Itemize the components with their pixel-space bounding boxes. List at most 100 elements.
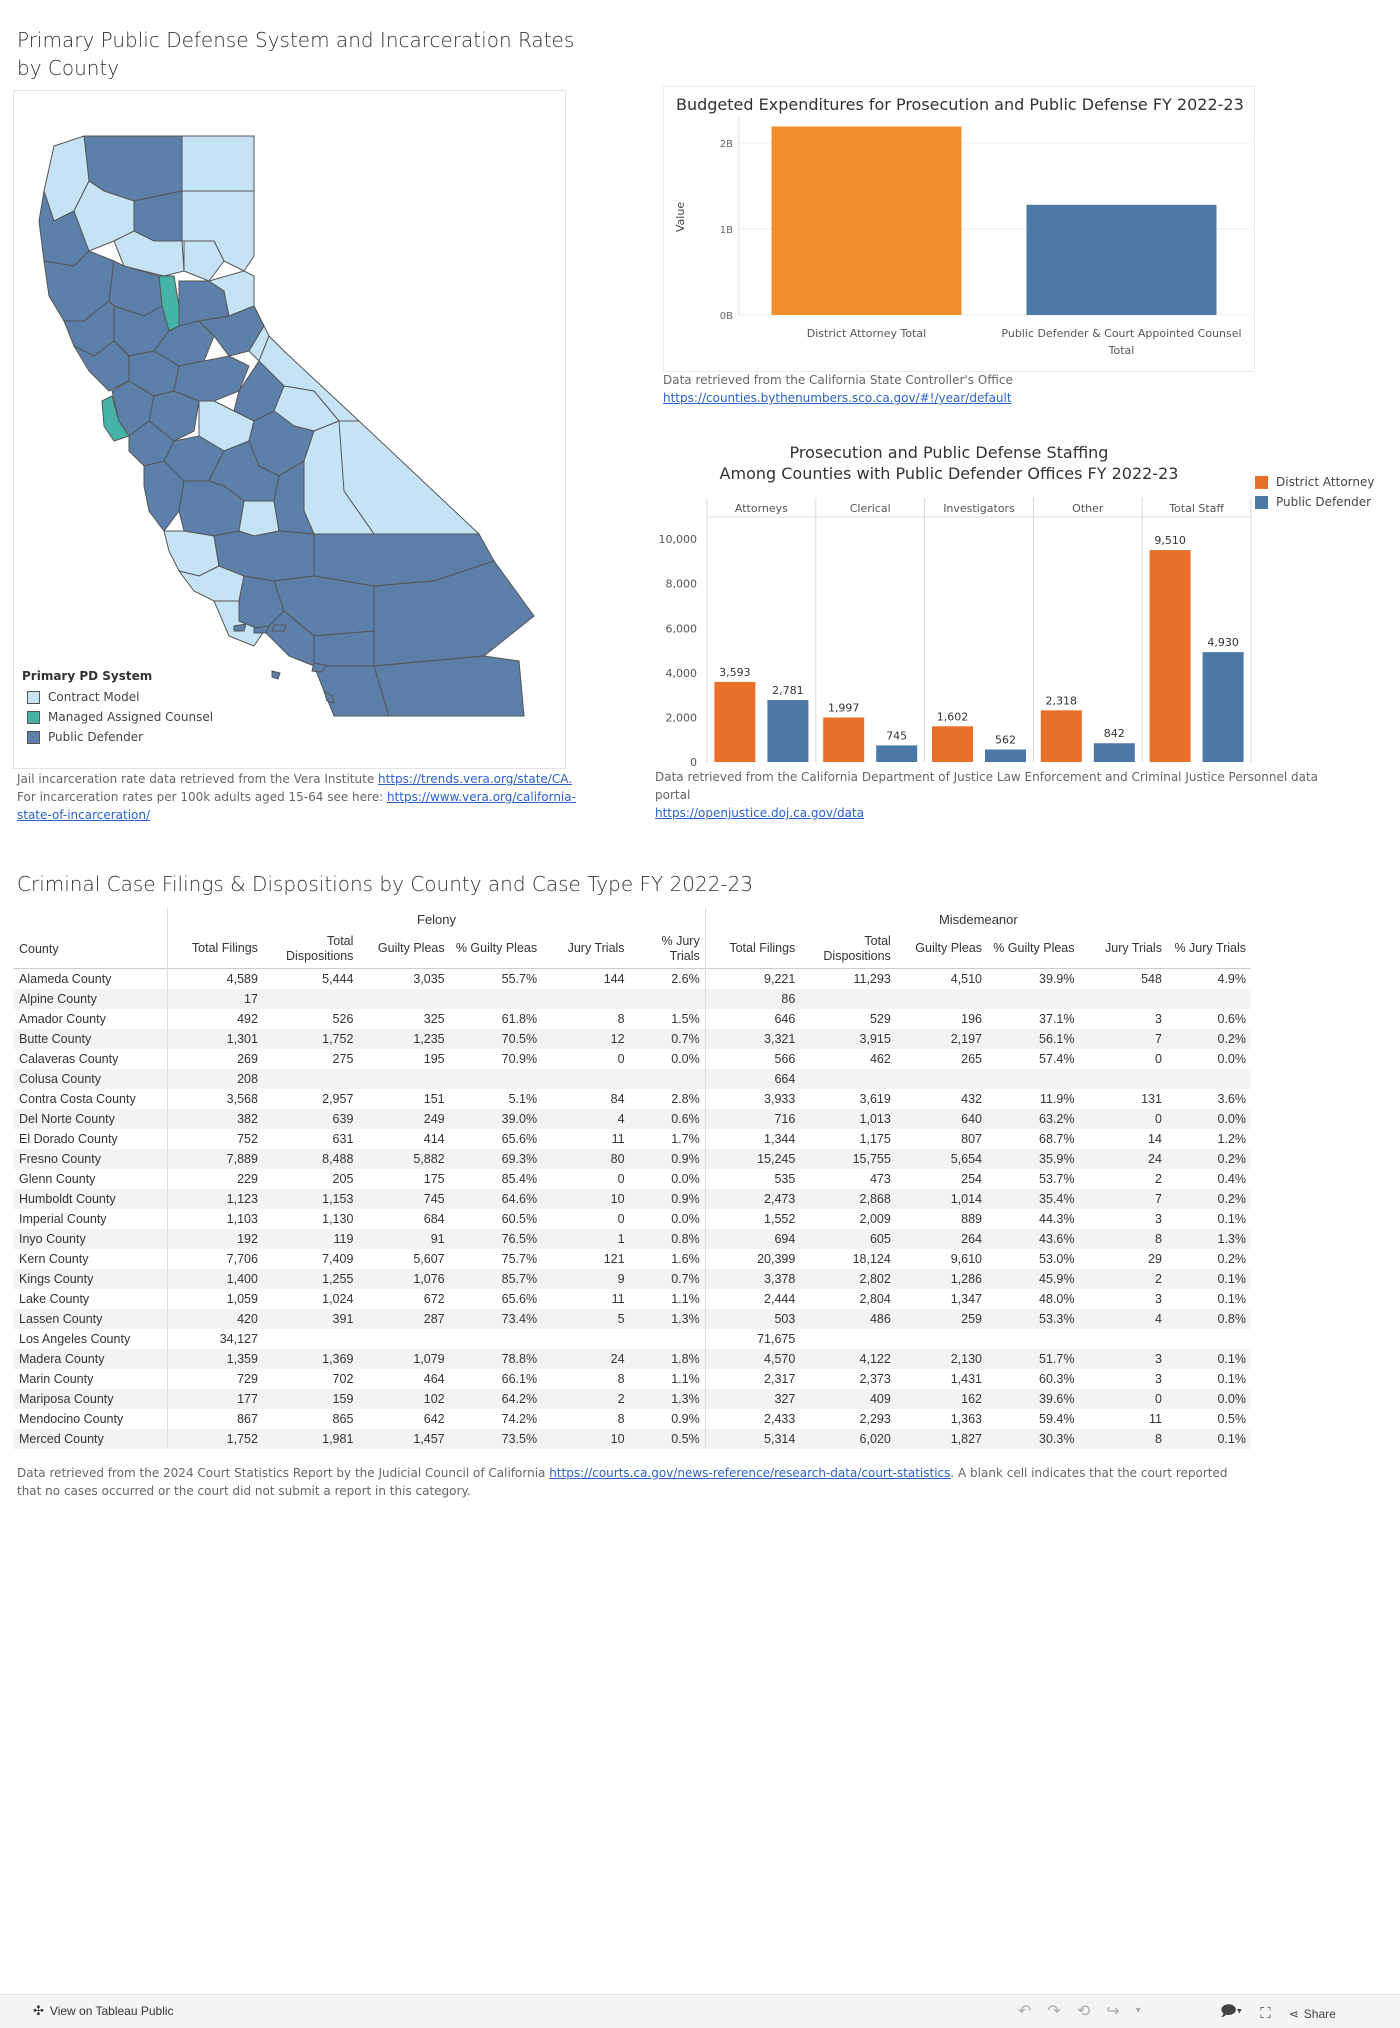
table-row[interactable]: Marin County 729 702 464 66.1% 8 1.1% 2,317 2,37…: [13, 1368, 1251, 1389]
fullscreen-icon[interactable]: ⛶: [1260, 2005, 1271, 2022]
chevron-down-icon[interactable]: ▾: [1135, 2005, 1141, 2016]
table-row[interactable]: Mendocino County 867 865 642 74.2% 8 0.9% 2,433…: [13, 1408, 1251, 1429]
bar-0[interactable]: [771, 126, 962, 315]
data-label: 1,602: [937, 710, 969, 723]
table-row[interactable]: Alameda County 4,589 5,444 3,035 55.7% 144 2.6…: [13, 968, 1251, 989]
bar-district-attorney-0[interactable]: [714, 681, 756, 762]
redo-icon[interactable]: ↷: [1047, 2003, 1061, 2020]
table-cell: 264: [895, 1228, 987, 1249]
column-header[interactable]: Guilty Pleas: [377, 941, 445, 956]
column-header[interactable]: % Guilty Pleas: [455, 941, 538, 956]
table-cell: 5: [542, 1308, 630, 1329]
legend-item-public-defender[interactable]: Public Defender: [1255, 492, 1374, 512]
island-shape: [253, 625, 270, 634]
table-row[interactable]: Imperial County 1,103 1,130 684 60.5% 0 0.0% 1,…: [13, 1208, 1251, 1229]
table-row[interactable]: Humboldt County 1,123 1,153 745 64.6% 10 0.9% 2…: [13, 1188, 1251, 1209]
column-header[interactable]: % Jury Trials: [1174, 941, 1246, 956]
revert-icon[interactable]: ⟲: [1076, 2003, 1091, 2020]
table-row[interactable]: Glenn County 229 205 175 85.4% 0 0.0% 535 473 254…: [13, 1168, 1251, 1189]
bar-public-defender-1[interactable]: [876, 745, 918, 762]
table-row[interactable]: Del Norte County 382 639 249 39.0% 4 0.6% 716 1,…: [13, 1108, 1251, 1129]
table-row[interactable]: Los Angeles County 34,127 71,675: [13, 1328, 1251, 1349]
table-row[interactable]: El Dorado County 752 631 414 65.6% 11 1.7% 1,34…: [13, 1128, 1251, 1149]
vera-trends-link[interactable]: https://trends.vera.org/state/CA.: [378, 772, 573, 786]
island-shape: [233, 623, 247, 632]
column-header[interactable]: % Jury Trials: [629, 930, 706, 968]
legend-item-managed-assigned-counsel[interactable]: Managed Assigned Counsel: [27, 707, 213, 727]
table-cell: 2: [1079, 1268, 1167, 1289]
column-header[interactable]: Jury Trials: [567, 941, 625, 956]
sco-link[interactable]: https://counties.bythenumbers.sco.ca.gov…: [663, 391, 1012, 405]
table-cell: [542, 1068, 630, 1089]
table-row[interactable]: Inyo County 192 119 91 76.5% 1 0.8% 694 605 264 43…: [13, 1228, 1251, 1249]
table-row[interactable]: Lassen County 420 391 287 73.4% 5 1.3% 503 486 25…: [13, 1308, 1251, 1329]
bar-district-attorney-4[interactable]: [1149, 550, 1191, 762]
column-header[interactable]: Total Filings: [729, 941, 796, 956]
table-cell: [449, 1068, 543, 1089]
staffing-legend[interactable]: District Attorney Public Defender: [1255, 472, 1374, 512]
comment-icon[interactable]: 🗩▾: [1220, 2003, 1243, 2020]
budget-chart[interactable]: Budgeted Expenditures for Prosecution an…: [664, 87, 1254, 371]
bar-public-defender-4[interactable]: [1202, 652, 1244, 762]
table-row[interactable]: Fresno County 7,889 8,488 5,882 69.3% 80 0.9% 1…: [13, 1148, 1251, 1169]
table-row[interactable]: Contra Costa County 3,568 2,957 151 5.1% 84 2.…: [13, 1088, 1251, 1109]
table-row[interactable]: Calaveras County 269 275 195 70.9% 0 0.0% 566 46…: [13, 1048, 1251, 1069]
staffing-chart[interactable]: Prosecution and Public Defense Staffing …: [640, 438, 1380, 768]
table-cell: [449, 988, 543, 1009]
table-row[interactable]: Colusa County 208 664: [13, 1068, 1251, 1089]
table-row[interactable]: Kings County 1,400 1,255 1,076 85.7% 9 0.7% 3,3…: [13, 1268, 1251, 1289]
california-county-map[interactable]: [14, 91, 565, 768]
case-table[interactable]: Felony Misdemeanor County Total Filings To…: [13, 908, 1251, 1449]
staffing-title-line2: Among Counties with Public Defender Offi…: [720, 464, 1179, 483]
bar-district-attorney-1[interactable]: [823, 717, 865, 762]
bar-public-defender-2[interactable]: [985, 749, 1026, 762]
table-cell: [450, 1329, 543, 1349]
table-cell: 85.7%: [449, 1268, 543, 1289]
budget-source-note: Data retrieved from the California State…: [663, 371, 1303, 407]
map-legend[interactable]: Contract Model Managed Assigned Counsel …: [27, 687, 213, 747]
county-name-cell: Madera County: [13, 1348, 169, 1369]
column-header[interactable]: Guilty Pleas: [915, 941, 982, 956]
bar-district-attorney-2[interactable]: [932, 726, 973, 762]
bar-district-attorney-3[interactable]: [1040, 710, 1082, 762]
bar-1[interactable]: [1026, 204, 1217, 315]
undo-icon[interactable]: ↶: [1018, 2003, 1032, 2020]
table-cell: 0.5%: [1217, 1411, 1247, 1426]
column-header[interactable]: % Guilty Pleas: [993, 941, 1075, 956]
bar-public-defender-0[interactable]: [767, 700, 809, 762]
table-row[interactable]: Alpine County 17 86: [13, 988, 1251, 1009]
table-cell: 1,369: [262, 1348, 359, 1369]
court-statistics-link[interactable]: https://courts.ca.gov/news-reference/res…: [549, 1466, 951, 1480]
legend-label: Managed Assigned Counsel: [48, 710, 214, 724]
share-button[interactable]: ⋖ Share: [1289, 2007, 1336, 2021]
column-header[interactable]: Jury Trials: [1105, 941, 1162, 956]
column-header[interactable]: Total Filings: [191, 941, 258, 956]
budget-chart-panel[interactable]: Budgeted Expenditures for Prosecution an…: [663, 86, 1255, 372]
view-on-tableau-link[interactable]: ✣ View on Tableau Public: [33, 2003, 174, 2019]
vera-incarceration-link[interactable]: https://www.vera.org/california-state-of…: [17, 790, 576, 822]
table-row[interactable]: Kern County 7,706 7,409 5,607 75.7% 121 1.6% 20…: [13, 1248, 1251, 1269]
table-cell: 56.1%: [987, 1028, 1080, 1049]
case-table-scroll[interactable]: Felony Misdemeanor County Total Filings To…: [13, 908, 1253, 1451]
table-cell: 37.1%: [1039, 1011, 1075, 1026]
table-row[interactable]: Lake County 1,059 1,024 672 65.6% 11 1.1% 2,444…: [13, 1288, 1251, 1309]
table-row[interactable]: Amador County 492 526 325 61.8% 8 1.5% 646 529 19…: [13, 1008, 1251, 1029]
column-header[interactable]: Total Dispositions: [286, 933, 354, 963]
map-panel[interactable]: Primary PD System Contract Model Managed…: [13, 90, 566, 769]
table-row[interactable]: Madera County 1,359 1,369 1,079 78.8% 24 1.8% 4…: [13, 1348, 1251, 1369]
bar-public-defender-3[interactable]: [1093, 743, 1135, 762]
legend-item-district-attorney[interactable]: District Attorney: [1255, 472, 1374, 492]
table-cell: 39.6%: [987, 1388, 1080, 1409]
refresh-icon[interactable]: ↪: [1106, 2003, 1120, 2020]
table-row[interactable]: Butte County 1,301 1,752 1,235 70.5% 12 0.7% 3,…: [13, 1028, 1251, 1049]
table-cell: 75.7%: [501, 1251, 538, 1266]
table-row[interactable]: Mariposa County 177 159 102 64.2% 2 1.3% 327 409…: [13, 1388, 1251, 1409]
column-header-county[interactable]: County: [13, 930, 169, 968]
county-name-cell: Kern County: [13, 1248, 169, 1269]
openjustice-link[interactable]: https://openjustice.doj.ca.gov/data: [655, 806, 864, 820]
table-row[interactable]: Merced County 1,752 1,981 1,457 73.5% 10 0.5% 5…: [13, 1428, 1251, 1449]
table-cell: 2,957: [322, 1091, 354, 1106]
column-header[interactable]: Total Dispositions: [823, 933, 891, 963]
legend-item-public-defender[interactable]: Public Defender: [27, 727, 213, 747]
legend-item-contract-model[interactable]: Contract Model: [27, 687, 213, 707]
